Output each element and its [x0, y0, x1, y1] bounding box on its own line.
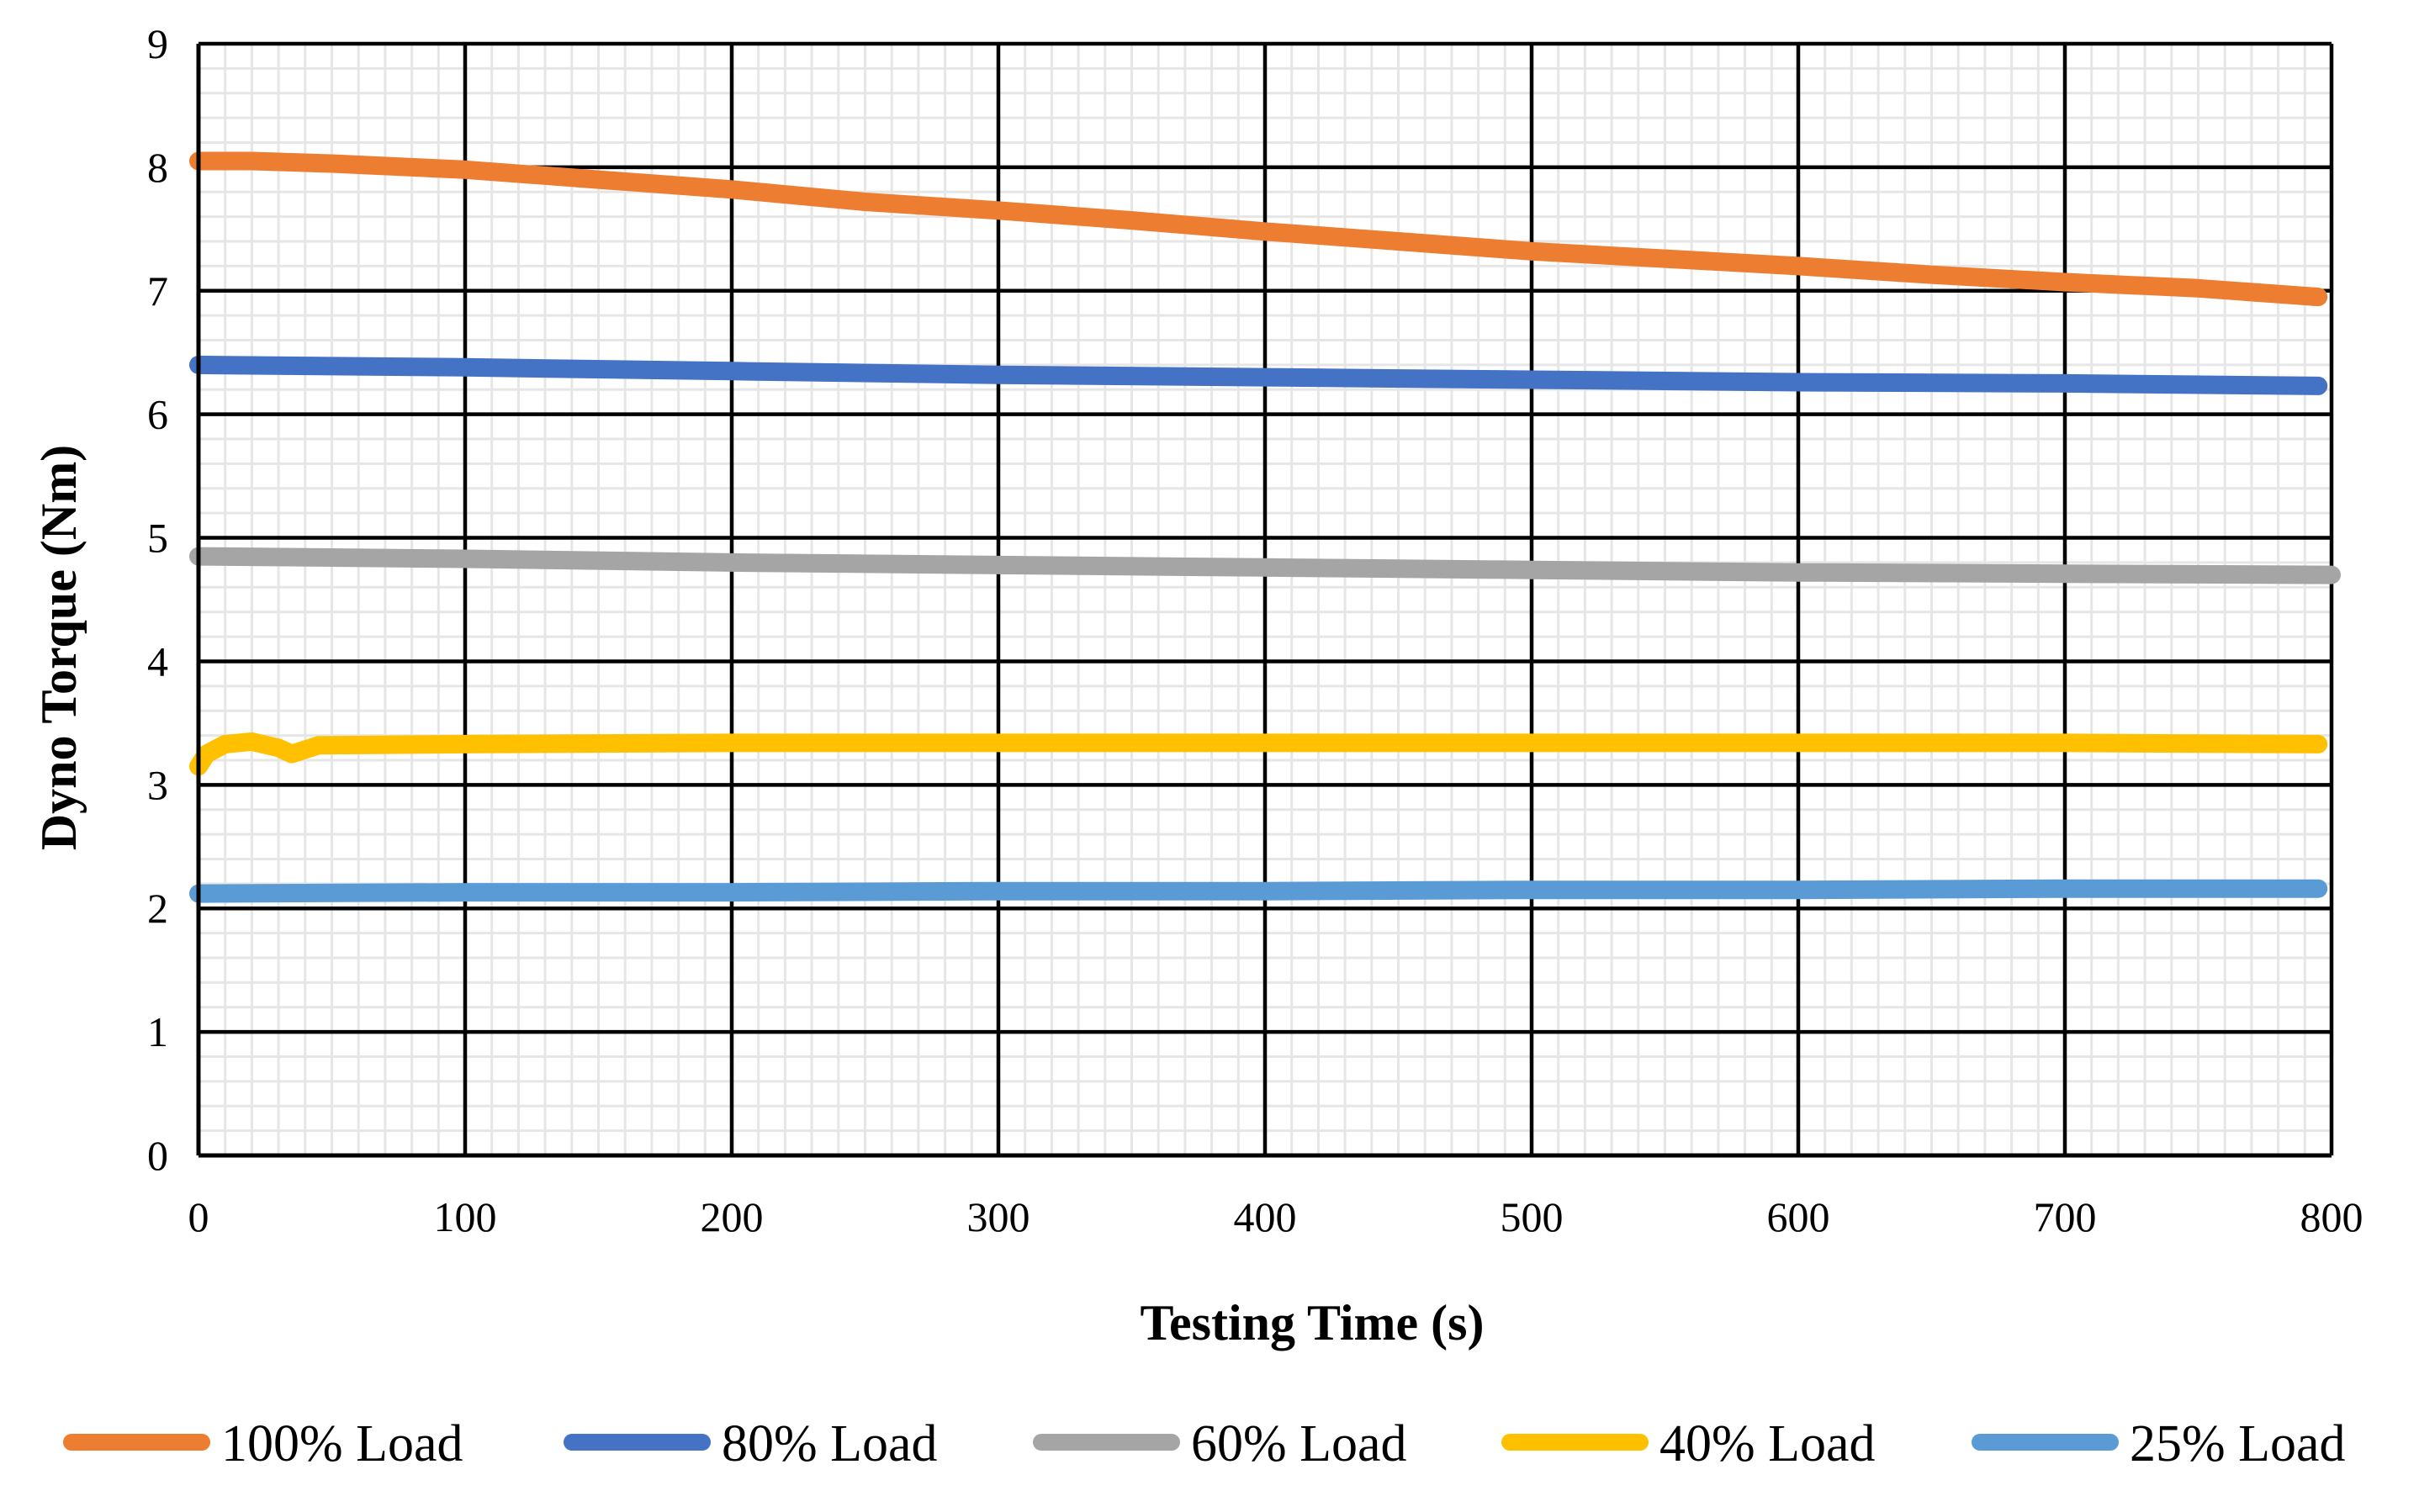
- x-tick-label: 700: [2034, 1193, 2097, 1240]
- legend-label-60-load: 60% Load: [1191, 1415, 1407, 1472]
- legend-label-100-load: 100% Load: [221, 1415, 463, 1472]
- series-line-80-load: [189, 355, 2328, 395]
- series-line-40-load: [189, 732, 2328, 776]
- y-axis-title: Dyno Torque (Nm): [31, 445, 87, 850]
- legend-label-40-load: 40% Load: [1659, 1415, 1876, 1472]
- x-tick-label: 200: [701, 1193, 764, 1240]
- x-axis-title: Testing Time (s): [1141, 1295, 1485, 1351]
- y-tick-label: 2: [147, 885, 168, 932]
- x-tick-label: 400: [1234, 1193, 1297, 1240]
- x-tick-label: 800: [2300, 1193, 2363, 1240]
- x-tick-label: 300: [967, 1193, 1030, 1240]
- legend-label-25-load: 25% Load: [2130, 1415, 2346, 1472]
- y-tick-label: 3: [147, 761, 168, 808]
- series-layer: [189, 151, 2341, 903]
- x-tick-label: 0: [188, 1193, 209, 1240]
- series-line-60-load: [189, 547, 2341, 584]
- axes-layer: [196, 44, 2332, 1158]
- y-tick-label: 0: [147, 1132, 168, 1179]
- legend: 100% Load 80% Load 60% Load 40% Load 25% Loa…: [63, 1415, 2346, 1472]
- y-tick-label: 6: [147, 391, 168, 438]
- x-tick-label: 500: [1501, 1193, 1564, 1240]
- series-line-25-load: [189, 879, 2328, 903]
- y-tick-label: 4: [147, 637, 168, 685]
- x-tick-label: 600: [1767, 1193, 1830, 1240]
- legend-label-80-load: 80% Load: [722, 1415, 938, 1472]
- x-tick-label: 100: [434, 1193, 497, 1240]
- series-line-100-load: [189, 151, 2328, 307]
- tick-labels: 0 100 200 300 400 500 600 700 800 0 1 2 3 4 5 6 7 8 9: [147, 20, 2363, 1240]
- y-tick-label: 7: [147, 267, 168, 315]
- y-tick-label: 1: [147, 1008, 168, 1055]
- y-tick-label: 9: [147, 20, 168, 67]
- y-tick-label: 8: [147, 144, 168, 191]
- y-tick-label: 5: [147, 515, 168, 562]
